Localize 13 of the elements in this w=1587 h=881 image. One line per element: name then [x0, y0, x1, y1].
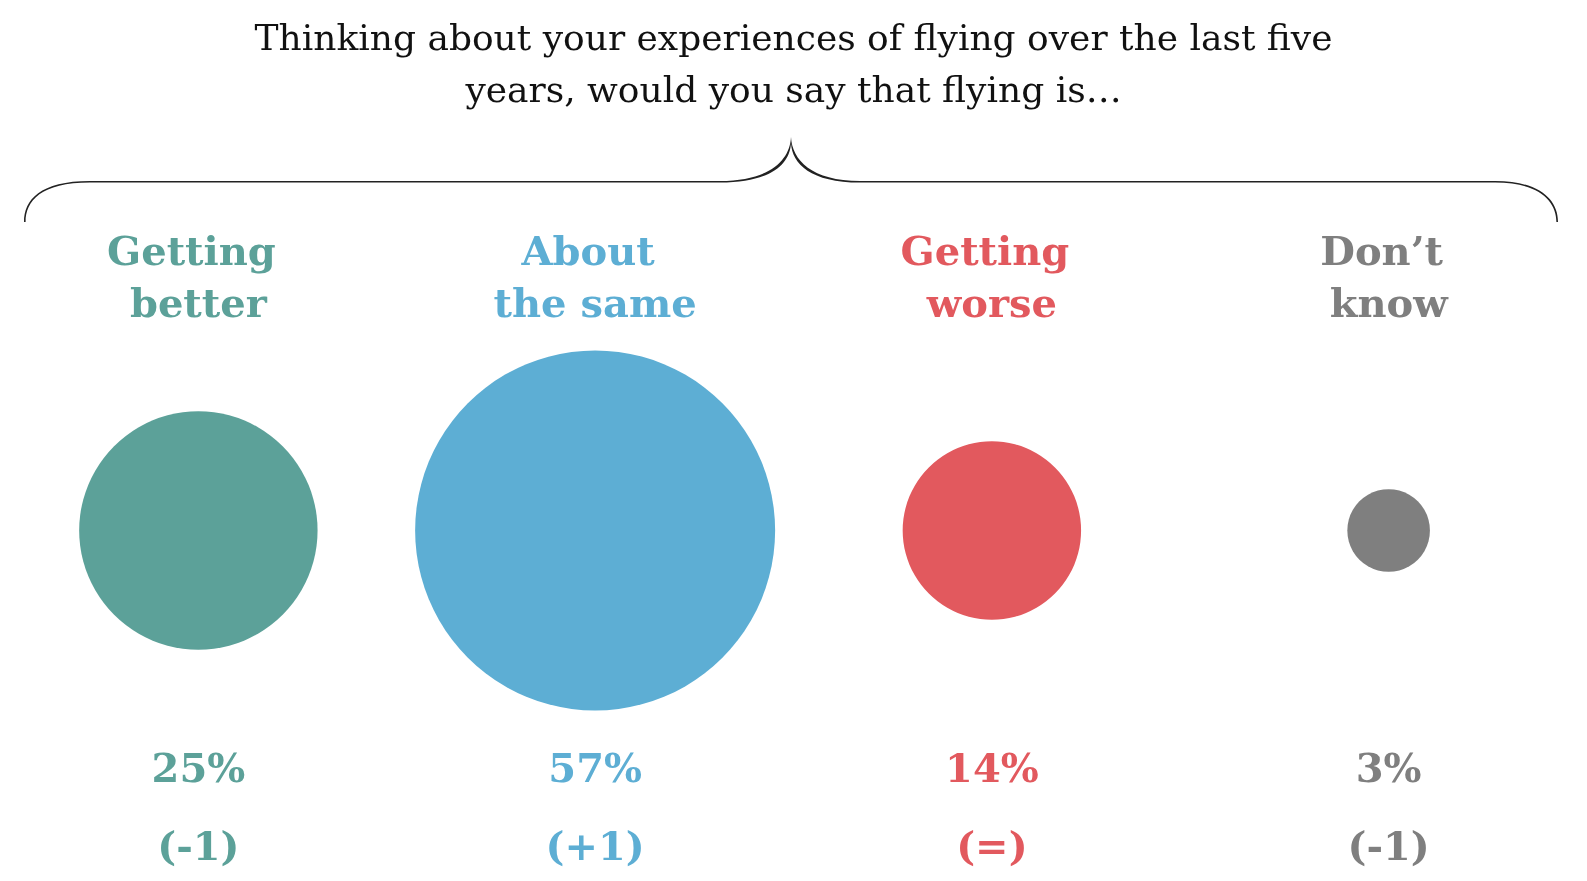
- text: (-1): [1347, 822, 1430, 869]
- data-label: 57%: [548, 744, 642, 791]
- category-label: Getting better: [107, 226, 290, 326]
- data-label: 25%: [151, 744, 246, 791]
- category-label: Don’t know: [1320, 226, 1458, 326]
- data-label: 3%: [1355, 744, 1422, 791]
- category-label: About the same: [493, 226, 697, 326]
- text: Thinking about your experiences of flying over the last five years, would you say that flying is…: [254, 16, 1333, 110]
- text: (=): [956, 822, 1028, 869]
- data-label: 14%: [945, 744, 1039, 791]
- text: (+1): [545, 822, 645, 869]
- text: (-1): [157, 822, 240, 869]
- category-label: Getting worse: [900, 226, 1084, 326]
